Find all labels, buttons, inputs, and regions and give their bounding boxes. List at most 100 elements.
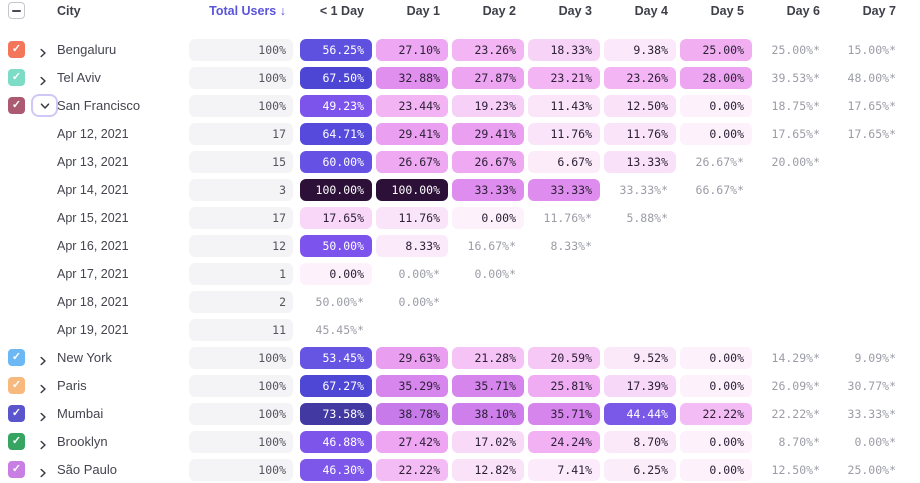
retention-cell[interactable]: 6.67%: [528, 151, 600, 173]
retention-cell[interactable]: 0.00%: [680, 375, 752, 397]
retention-cell-incomplete[interactable]: 14.29%*: [771, 351, 820, 365]
retention-cell-incomplete[interactable]: 50.00%*: [315, 295, 364, 309]
retention-cell[interactable]: 64.71%: [300, 123, 372, 145]
retention-cell-incomplete[interactable]: 30.77%*: [847, 379, 896, 393]
retention-cell[interactable]: 23.44%: [376, 95, 448, 117]
retention-cell-incomplete[interactable]: 22.22%*: [771, 407, 820, 421]
retention-cell[interactable]: 11.76%: [376, 207, 448, 229]
retention-cell[interactable]: 26.67%: [376, 151, 448, 173]
retention-cell[interactable]: 35.29%: [376, 375, 448, 397]
retention-cell-incomplete[interactable]: 26.67%*: [695, 155, 744, 169]
retention-cell-incomplete[interactable]: 26.09%*: [771, 379, 820, 393]
retention-cell-incomplete[interactable]: 5.88%*: [626, 211, 668, 225]
retention-cell-incomplete[interactable]: 45.45%*: [315, 323, 364, 337]
retention-cell-incomplete[interactable]: 8.33%*: [550, 239, 592, 253]
retention-cell[interactable]: 8.33%: [376, 235, 448, 257]
expand-row-button[interactable]: [38, 45, 48, 58]
row-checkbox[interactable]: ✓: [8, 97, 25, 114]
retention-cell[interactable]: 38.78%: [376, 403, 448, 425]
expand-row-button[interactable]: [38, 353, 48, 366]
retention-cell-incomplete[interactable]: 66.67%*: [695, 183, 744, 197]
retention-cell[interactable]: 7.41%: [528, 459, 600, 481]
retention-cell-incomplete[interactable]: 20.00%*: [771, 155, 820, 169]
retention-cell-incomplete[interactable]: 0.00%*: [474, 267, 516, 281]
retention-cell[interactable]: 19.23%: [452, 95, 524, 117]
row-checkbox[interactable]: ✓: [8, 41, 25, 58]
retention-cell[interactable]: 0.00%: [452, 207, 524, 229]
retention-cell[interactable]: 12.50%: [604, 95, 676, 117]
retention-cell[interactable]: 29.41%: [376, 123, 448, 145]
retention-cell[interactable]: 100.00%: [300, 179, 372, 201]
retention-cell[interactable]: 17.65%: [300, 207, 372, 229]
row-checkbox[interactable]: ✓: [8, 69, 25, 86]
retention-cell-incomplete[interactable]: 0.00%*: [854, 435, 896, 449]
retention-cell[interactable]: 0.00%: [680, 431, 752, 453]
retention-cell[interactable]: 60.00%: [300, 151, 372, 173]
retention-cell-incomplete[interactable]: 0.00%*: [398, 267, 440, 281]
expand-row-button[interactable]: [38, 465, 48, 478]
expand-row-button[interactable]: [38, 437, 48, 450]
retention-cell[interactable]: 0.00%: [680, 459, 752, 481]
retention-cell-incomplete[interactable]: 0.00%*: [398, 295, 440, 309]
row-checkbox[interactable]: ✓: [8, 405, 25, 422]
retention-cell[interactable]: 73.58%: [300, 403, 372, 425]
row-checkbox[interactable]: ✓: [8, 349, 25, 366]
retention-cell[interactable]: 46.30%: [300, 459, 372, 481]
retention-cell[interactable]: 67.27%: [300, 375, 372, 397]
retention-cell[interactable]: 22.22%: [680, 403, 752, 425]
select-all-checkbox[interactable]: [8, 2, 25, 19]
retention-cell[interactable]: 0.00%: [300, 263, 372, 285]
retention-cell[interactable]: 21.28%: [452, 347, 524, 369]
retention-cell[interactable]: 11.43%: [528, 95, 600, 117]
retention-cell[interactable]: 23.26%: [452, 39, 524, 61]
retention-cell-incomplete[interactable]: 9.09%*: [854, 351, 896, 365]
retention-cell[interactable]: 35.71%: [452, 375, 524, 397]
retention-cell[interactable]: 23.26%: [604, 67, 676, 89]
retention-cell[interactable]: 9.52%: [604, 347, 676, 369]
retention-cell[interactable]: 25.00%: [680, 39, 752, 61]
retention-cell[interactable]: 23.21%: [528, 67, 600, 89]
retention-cell[interactable]: 50.00%: [300, 235, 372, 257]
retention-cell[interactable]: 27.42%: [376, 431, 448, 453]
retention-cell[interactable]: 33.33%: [452, 179, 524, 201]
retention-cell[interactable]: 0.00%: [680, 347, 752, 369]
retention-cell-incomplete[interactable]: 15.00%*: [847, 43, 896, 57]
retention-cell[interactable]: 35.71%: [528, 403, 600, 425]
retention-cell-incomplete[interactable]: 8.70%*: [778, 435, 820, 449]
retention-cell[interactable]: 33.33%: [528, 179, 600, 201]
row-checkbox[interactable]: ✓: [8, 461, 25, 478]
retention-cell[interactable]: 27.87%: [452, 67, 524, 89]
retention-cell[interactable]: 25.81%: [528, 375, 600, 397]
retention-cell[interactable]: 17.02%: [452, 431, 524, 453]
retention-cell[interactable]: 32.88%: [376, 67, 448, 89]
retention-cell-incomplete[interactable]: 33.33%*: [619, 183, 668, 197]
retention-cell[interactable]: 0.00%: [680, 95, 752, 117]
retention-cell-incomplete[interactable]: 25.00%*: [847, 463, 896, 477]
retention-cell[interactable]: 20.59%: [528, 347, 600, 369]
expand-row-button[interactable]: [38, 381, 48, 394]
retention-cell[interactable]: 18.33%: [528, 39, 600, 61]
retention-cell-incomplete[interactable]: 18.75%*: [771, 99, 820, 113]
retention-cell[interactable]: 26.67%: [452, 151, 524, 173]
retention-cell[interactable]: 44.44%: [604, 403, 676, 425]
retention-cell[interactable]: 38.10%: [452, 403, 524, 425]
collapse-row-button[interactable]: [31, 94, 58, 117]
retention-cell[interactable]: 9.38%: [604, 39, 676, 61]
retention-cell[interactable]: 8.70%: [604, 431, 676, 453]
retention-cell[interactable]: 29.41%: [452, 123, 524, 145]
retention-cell-incomplete[interactable]: 12.50%*: [771, 463, 820, 477]
retention-cell-incomplete[interactable]: 17.65%*: [847, 127, 896, 141]
retention-cell[interactable]: 28.00%: [680, 67, 752, 89]
retention-cell-incomplete[interactable]: 17.65%*: [847, 99, 896, 113]
retention-cell[interactable]: 53.45%: [300, 347, 372, 369]
row-checkbox[interactable]: ✓: [8, 433, 25, 450]
retention-cell[interactable]: 29.63%: [376, 347, 448, 369]
retention-cell[interactable]: 24.24%: [528, 431, 600, 453]
column-header-total-users[interactable]: Total Users ↓: [189, 0, 293, 22]
retention-cell[interactable]: 100.00%: [376, 179, 448, 201]
retention-cell-incomplete[interactable]: 16.67%*: [467, 239, 516, 253]
retention-cell[interactable]: 27.10%: [376, 39, 448, 61]
retention-cell[interactable]: 56.25%: [300, 39, 372, 61]
retention-cell[interactable]: 46.88%: [300, 431, 372, 453]
retention-cell[interactable]: 6.25%: [604, 459, 676, 481]
